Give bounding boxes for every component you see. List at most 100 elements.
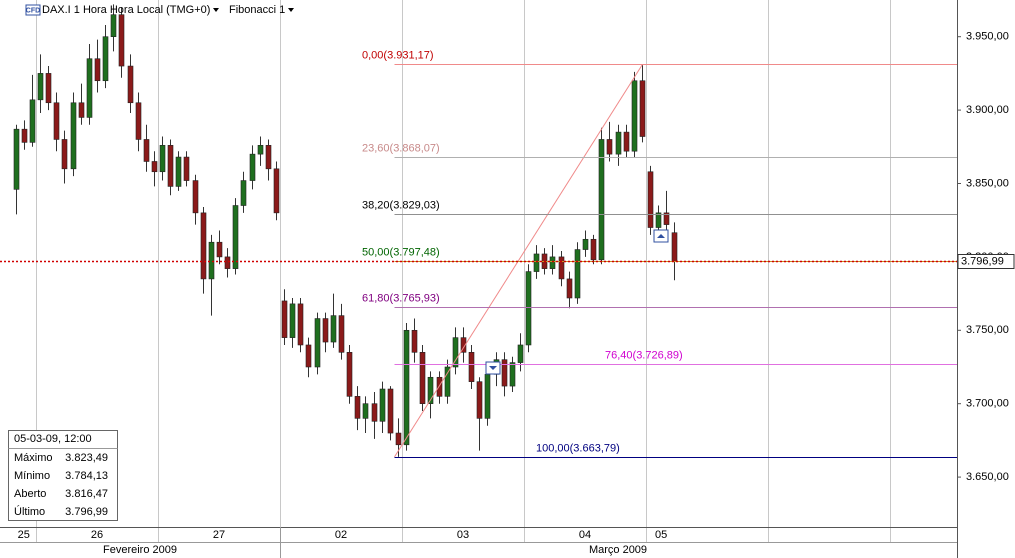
candle-body bbox=[346, 352, 353, 397]
candle-body bbox=[13, 128, 20, 190]
candle-body bbox=[224, 256, 231, 269]
candle-body bbox=[216, 241, 223, 258]
candle-body bbox=[631, 80, 638, 152]
dropdown[interactable] bbox=[213, 8, 219, 12]
candle-body bbox=[379, 388, 386, 422]
candle-body bbox=[192, 180, 199, 214]
y-tick-label: 3.650,00 bbox=[966, 471, 1009, 483]
candle-body bbox=[501, 359, 508, 387]
month-label: Março 2009 bbox=[589, 544, 647, 556]
candle-body bbox=[598, 139, 605, 261]
study[interactable]: Fibonacci 1 bbox=[229, 4, 285, 16]
candle-body bbox=[484, 374, 491, 419]
last-price-label: 3.796,99 bbox=[961, 255, 1004, 267]
candle-body bbox=[322, 318, 329, 343]
candle-body bbox=[151, 161, 158, 173]
candle-body bbox=[314, 318, 321, 368]
candle-body bbox=[200, 212, 207, 280]
info-frame bbox=[8, 430, 118, 521]
candle-body bbox=[94, 58, 101, 82]
y-tick-label: 3.700,00 bbox=[966, 398, 1009, 410]
candle-body bbox=[102, 36, 109, 82]
x-tick-label: 03 bbox=[457, 529, 469, 541]
marker-icon bbox=[657, 234, 665, 238]
candle-body bbox=[615, 131, 622, 155]
fib-level-label: 38,20(3.829,03) bbox=[362, 199, 440, 211]
y-tick-label: 3.900,00 bbox=[966, 104, 1009, 116]
candle-body bbox=[403, 329, 410, 446]
candle-body bbox=[476, 381, 483, 419]
info-value: 3.796,99 bbox=[65, 506, 108, 518]
candle-body bbox=[249, 153, 256, 181]
fib-level-label: 100,00(3.663,79) bbox=[536, 442, 620, 454]
candle-body bbox=[273, 168, 280, 214]
x-tick-label: 25 bbox=[18, 529, 30, 541]
trade-marker bbox=[485, 229, 669, 375]
candle-body bbox=[159, 145, 166, 173]
fib-trend-line bbox=[394, 64, 643, 458]
candle-body bbox=[558, 256, 565, 280]
candle-body bbox=[338, 315, 345, 353]
candle-body bbox=[411, 329, 418, 353]
symbol[interactable]: DAX.I 1 Hora Hora Local (TMG+0) bbox=[42, 4, 210, 16]
candle-body bbox=[297, 303, 304, 346]
x-tick-label: 02 bbox=[335, 529, 347, 541]
info-value: 3.816,47 bbox=[65, 488, 108, 500]
candle-body bbox=[53, 102, 60, 140]
info-label: Aberto bbox=[14, 488, 46, 500]
candle-body bbox=[265, 145, 272, 170]
candle-body bbox=[70, 102, 77, 170]
last-price-box bbox=[957, 254, 1015, 269]
x-tick-label: 04 bbox=[579, 529, 591, 541]
x-tick-label: 27 bbox=[213, 529, 225, 541]
candle-body bbox=[427, 376, 434, 404]
badge-box bbox=[25, 4, 41, 16]
candle-body bbox=[78, 102, 85, 118]
month-label: Fevereiro 2009 bbox=[103, 544, 177, 556]
candle-body bbox=[289, 303, 296, 338]
fib-level-label: 0,00(3.931,17) bbox=[362, 49, 434, 61]
candle-body bbox=[671, 232, 678, 262]
x-tick-label: 26 bbox=[91, 529, 103, 541]
candle-body bbox=[460, 337, 467, 353]
header: CFD DAX.I 1 Hora Hora Local (TMG+0) Fibo… bbox=[25, 4, 294, 16]
marker-icon bbox=[489, 366, 497, 370]
candle-body bbox=[525, 271, 532, 346]
candle-body bbox=[37, 73, 44, 101]
info-label: Mínimo bbox=[14, 470, 50, 482]
dropdown[interactable] bbox=[288, 8, 294, 12]
candle-body bbox=[183, 156, 190, 181]
candle-body bbox=[590, 238, 597, 261]
candle-body bbox=[468, 352, 475, 382]
candle-body bbox=[663, 212, 670, 225]
candle-body bbox=[232, 205, 239, 269]
y-tick-label: 3.750,00 bbox=[966, 324, 1009, 336]
candle-body bbox=[110, 14, 117, 37]
candle-body bbox=[135, 102, 142, 140]
candle-body bbox=[387, 388, 394, 434]
info-label: Máximo bbox=[14, 452, 53, 464]
candle-body bbox=[281, 300, 288, 338]
candle-body bbox=[419, 352, 426, 404]
candle-body bbox=[61, 139, 68, 170]
candle-body bbox=[639, 80, 646, 137]
info-label: Último bbox=[14, 505, 45, 518]
candle-body bbox=[371, 403, 378, 422]
candle-body bbox=[257, 145, 264, 155]
candle-body bbox=[509, 362, 516, 387]
candle-body bbox=[305, 344, 312, 368]
badge: CFD bbox=[26, 7, 40, 14]
x-tick-label: 05 bbox=[655, 529, 667, 541]
candle-body bbox=[362, 403, 369, 419]
y-tick-label: 3.950,00 bbox=[966, 31, 1009, 43]
info-value: 3.823,49 bbox=[65, 452, 108, 464]
candle-body bbox=[354, 396, 361, 419]
candle-body bbox=[647, 171, 654, 228]
fib-level-label: 61,80(3.765,93) bbox=[362, 292, 440, 304]
candle-body bbox=[208, 241, 215, 280]
y-tick-label: 3.850,00 bbox=[966, 177, 1009, 189]
fib-level-label: 76,40(3.726,89) bbox=[605, 349, 683, 361]
candle-body bbox=[143, 139, 150, 162]
